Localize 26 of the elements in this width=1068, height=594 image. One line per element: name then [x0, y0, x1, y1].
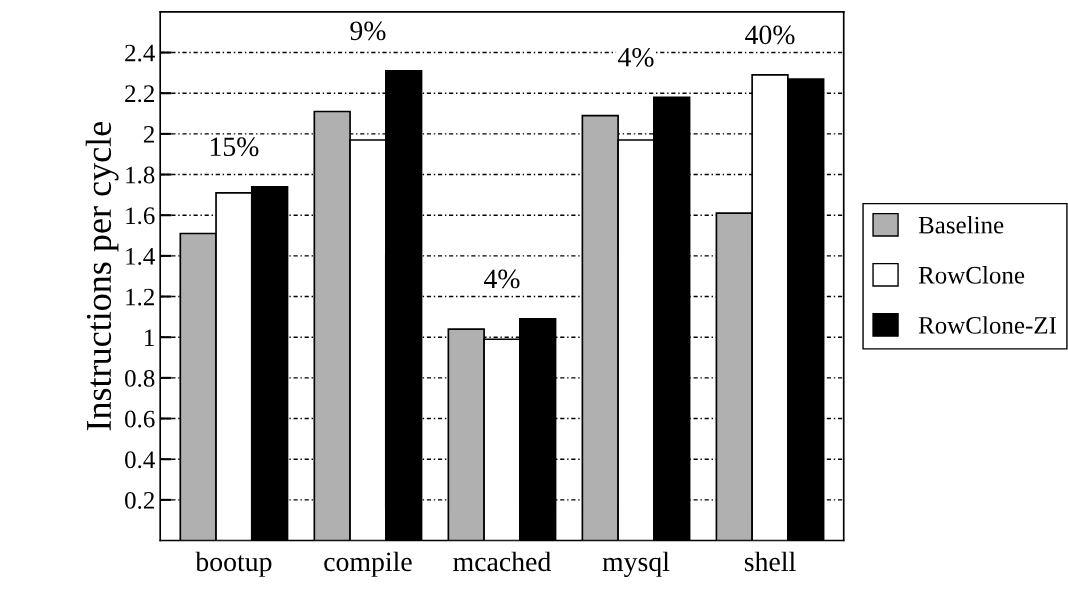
- legend-label: RowClone: [918, 266, 1025, 284]
- x-tick-label: compile: [324, 551, 412, 577]
- y-tick-label: 1.8: [126, 166, 155, 184]
- y-tick-label: 0.6: [125, 410, 155, 428]
- y-tick-label: 1.2: [126, 288, 154, 306]
- y-tick-label: 1: [145, 329, 154, 346]
- y-tick-label: 1.4: [126, 248, 155, 265]
- legend-label: RowClone-ZI: [918, 316, 1057, 334]
- annotation: 4%: [618, 47, 654, 67]
- y-tick-label: 0.2: [125, 491, 154, 509]
- y-axis-title: Instructions per cycle: [85, 122, 119, 431]
- y-tick-label: 2: [143, 126, 154, 143]
- legend-label: Baseline: [918, 216, 1004, 234]
- x-tick-label: shell: [744, 551, 796, 572]
- x-tick-label: mysql: [602, 551, 670, 577]
- x-tick-label: bootup: [195, 551, 272, 577]
- y-tick-label: 0.4: [125, 451, 155, 469]
- annotation: 4%: [483, 269, 520, 289]
- y-tick-label: 1.6: [126, 207, 155, 225]
- y-tick-label: 2.2: [125, 85, 154, 103]
- annotation: 15%: [210, 137, 259, 157]
- annotation: 9%: [350, 21, 386, 41]
- x-tick-label: mcached: [453, 551, 551, 572]
- y-tick-label: 2.4: [125, 44, 155, 62]
- y-tick-label: 0.8: [125, 369, 155, 387]
- annotation: 40%: [745, 25, 795, 45]
